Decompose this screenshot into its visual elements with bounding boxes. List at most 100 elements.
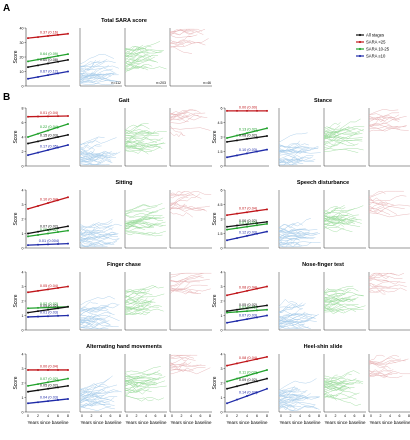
series-point [47,228,49,231]
series-point [266,208,268,211]
subject-trajectory [79,318,111,326]
subject-trajectory [79,389,122,398]
subject-trajectory [278,306,303,313]
legend-marker [358,40,362,44]
series-point [246,109,248,112]
y-tick-label: 2 [22,218,24,222]
subject-trajectory [79,69,115,83]
series-point [27,390,29,393]
chart-panel-7: Alternating hand movements Score 0 1 2 3 4 0.00… [13,344,212,425]
x-tick-label: 4 [190,414,192,418]
subject-trajectory [79,304,120,312]
x-axis-label: Years since baseline [125,420,167,425]
slope-label: 0.09 (0.02) [239,378,258,382]
y-axis-label: Score [13,294,19,307]
x-axis-label: Years since baseline [369,420,410,425]
slope-label: 0.07 (0.04) [239,207,258,211]
y-tick-label: 4.5 [218,121,223,125]
subject-trajectory [323,125,341,134]
y-tick-label: 2 [221,382,223,386]
subject-trajectory [79,392,107,398]
subject-trajectory [124,385,167,394]
series-point [256,371,258,374]
subject-trajectory [124,129,167,136]
series-point [47,308,49,311]
series-point [226,321,228,324]
series-point [67,133,69,136]
series-point [37,383,39,386]
series-point [47,202,49,205]
spaghetti-plot-3 [368,272,410,331]
subject-trajectory [124,143,145,148]
subject-trajectory [278,140,300,148]
subject-trajectory [278,225,310,232]
subject-trajectory [278,149,306,156]
series-point [256,109,258,112]
subject-trajectory [323,304,359,313]
subject-trajectory [124,56,146,61]
series-point [226,310,228,313]
series-point [57,314,59,317]
chart-panel-2: Stance Score 0 1.5 3 4.5 6 0.00 (0.00) 0.13 (0.0… [212,98,410,169]
subject-trajectory [323,215,362,224]
subject-trajectory [169,194,194,197]
subject-trajectory [278,298,298,307]
series-point [246,132,248,135]
series-point [266,355,268,358]
subject-trajectory [79,240,95,248]
subject-trajectory [278,148,311,153]
y-tick-label: 4 [22,271,24,275]
chart-panel-4: Speech disturbance Score 0 1.5 3 4.5 6 0.07 (0.… [212,180,410,251]
slope-label: 0.64 (0.09) [40,52,59,56]
subject-trajectory [169,288,211,292]
series-point [47,315,49,318]
subject-trajectory [323,128,351,133]
series-point [226,380,228,383]
subject-trajectory [278,401,316,409]
x-tick-label: 6 [200,414,202,418]
subject-trajectory [79,406,115,411]
subject-trajectory [323,377,341,384]
subject-trajectory [278,227,301,235]
subject-trajectory [278,390,295,395]
series-point [266,127,268,130]
y-tick-label: 1 [221,396,223,400]
y-tick-label: 4.5 [218,203,223,207]
subject-trajectory [323,297,351,302]
series-point [57,227,59,230]
subject-trajectory [323,370,360,382]
series-point [47,243,49,246]
series-point [256,305,258,308]
subject-trajectory [279,162,304,166]
y-tick-label: 1.5 [218,232,223,236]
y-tick-label: 0 [221,411,223,415]
slope-label: 0.04 (0.03) [40,396,59,400]
spaghetti-plot-3 [169,190,212,249]
subject-trajectory [124,64,140,73]
series-point [57,115,59,118]
series-point [266,314,268,317]
slope-label: 0.08 (0.02) [239,133,258,137]
series-point [226,225,228,228]
y-tick-label: 0 [221,247,223,251]
slope-label: 0.08 (0.04) [239,285,258,289]
subject-trajectory [368,272,389,279]
subject-trajectory [169,190,190,195]
subject-trajectory [169,108,196,119]
subject-trajectory [125,142,165,151]
series-point [47,129,49,132]
spaghetti-plot-2 [124,108,167,167]
x-axis-label: Years since baseline [324,420,366,425]
subject-trajectory [124,293,147,303]
subject-trajectory [124,309,150,315]
x-tick-label: 0 [370,414,372,418]
series-point [27,311,29,314]
subject-trajectory [169,211,193,218]
subject-trajectory [169,286,198,295]
sample-size-label: n=46 [203,81,211,85]
subject-trajectory [323,122,341,129]
y-tick-label: 2 [22,300,24,304]
series-point [236,139,238,142]
subject-trajectory [369,369,394,377]
series-point [47,56,49,59]
